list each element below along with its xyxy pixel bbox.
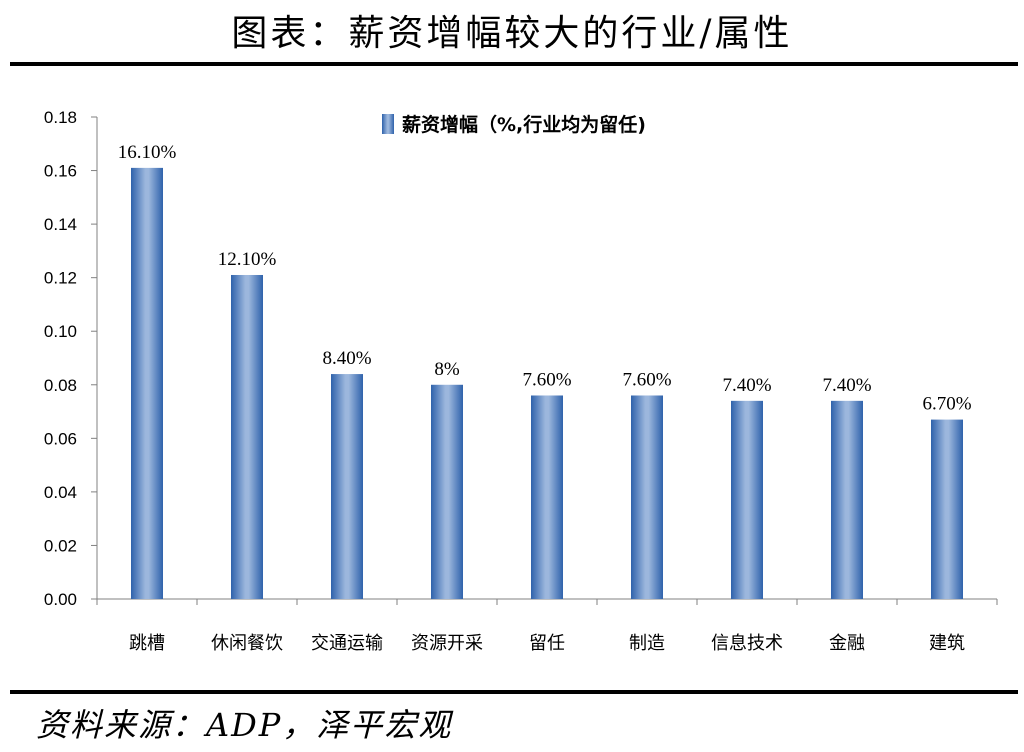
y-tick-label: 0.02 (44, 536, 77, 555)
data-label: 7.40% (722, 375, 771, 396)
y-tick-label: 0.08 (44, 376, 77, 395)
category-label: 信息技术 (711, 633, 783, 654)
category-label: 休闲餐饮 (211, 633, 283, 654)
data-label: 12.10% (218, 249, 277, 270)
bar-chart: 0.00 0.02 0.04 0.06 0.08 0.10 0.12 0.14 0.16 0.18… (44, 108, 998, 654)
category-label: 资源开采 (411, 633, 483, 654)
bar (531, 395, 563, 599)
category-label: 留任 (529, 633, 565, 654)
chart-legend: 薪资增幅（%,行业均为留任) (382, 113, 646, 136)
data-label: 7.40% (822, 375, 871, 396)
y-tick-label: 0.04 (44, 483, 77, 502)
data-label: 6.70% (922, 394, 971, 415)
data-label: 7.60% (622, 369, 671, 390)
top-divider (10, 62, 1018, 66)
data-label: 16.10% (118, 142, 177, 163)
source-note: 资料来源：ADP，泽平宏观 (36, 706, 453, 744)
category-label: 制造 (629, 633, 665, 654)
y-tick-label: 0.00 (44, 590, 77, 609)
bar (631, 395, 663, 599)
y-tick-label: 0.12 (44, 269, 77, 288)
y-tick-label: 0.14 (44, 215, 77, 234)
data-label: 8% (434, 359, 460, 380)
y-tick-label: 0.18 (44, 108, 77, 127)
bar (231, 274, 263, 599)
bottom-divider (10, 690, 1018, 694)
category-label: 建筑 (929, 633, 965, 654)
data-label: 7.60% (522, 369, 571, 390)
data-label: 8.40% (322, 348, 371, 369)
page-title: 图表：薪资增幅较大的行业/属性 (231, 13, 793, 54)
category-label: 交通运输 (311, 633, 383, 654)
legend-swatch (382, 114, 394, 134)
bar (831, 400, 863, 599)
bar (731, 400, 763, 599)
chart-bars: 16.10% 12.10% 8.40% 8% 7.60% 7.60% 7.40% 7.40% 6… (118, 142, 972, 599)
bar (331, 374, 363, 599)
chart-axes: 0.00 0.02 0.04 0.06 0.08 0.10 0.12 0.14 0.16 0.18… (44, 108, 998, 654)
legend-label: 薪资增幅（%,行业均为留任) (402, 113, 646, 136)
bar (931, 419, 963, 599)
category-label: 跳槽 (129, 633, 165, 654)
y-tick-label: 0.06 (44, 429, 77, 448)
y-tick-label: 0.10 (44, 322, 77, 341)
bar (131, 167, 163, 599)
bar (431, 384, 463, 599)
category-label: 金融 (829, 633, 865, 654)
y-tick-label: 0.16 (44, 162, 77, 181)
